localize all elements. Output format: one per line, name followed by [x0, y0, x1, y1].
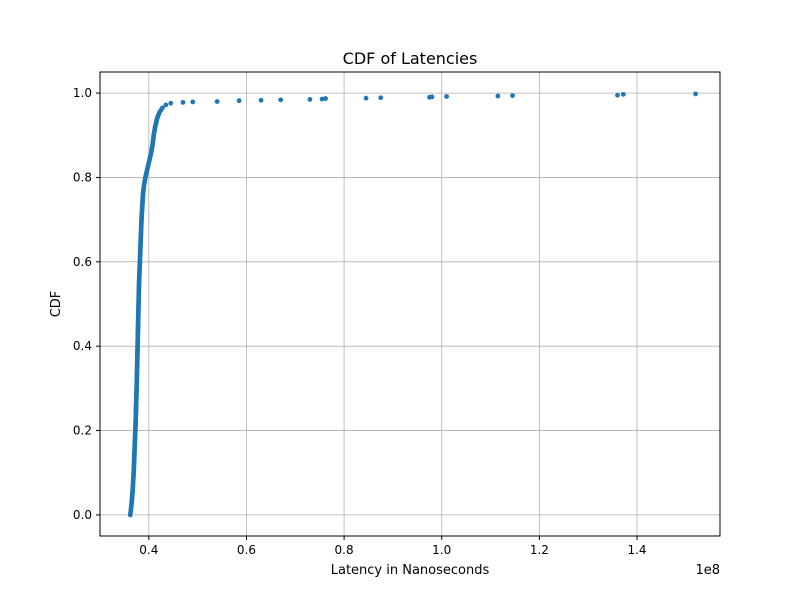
data-point	[363, 95, 369, 101]
data-point	[307, 97, 313, 102]
plot-frame	[99, 71, 721, 537]
y-tick-label: 0.6	[73, 255, 92, 269]
data-point	[620, 91, 626, 97]
y-axis-ticks: 0.0 0.2 0.4 0.6 0.8 1.0	[73, 86, 100, 522]
y-tick-label: 0.0	[73, 508, 92, 522]
y-axis-label: CDF	[49, 291, 64, 318]
x-tick-label: 1.0	[432, 543, 451, 557]
data-point	[190, 99, 196, 105]
x-tick-label: 1.2	[530, 543, 549, 557]
data-point	[168, 100, 174, 106]
data-points	[127, 91, 698, 518]
x-tick-label: 1.4	[627, 543, 646, 557]
data-point	[615, 92, 620, 98]
data-point	[444, 94, 450, 99]
x-axis-ticks: 0.4 0.6 0.8 1.0 1.2 1.4	[139, 536, 647, 557]
grid-lines	[100, 72, 720, 536]
data-point	[378, 95, 384, 101]
data-point	[163, 102, 169, 108]
chart-title: CDF of Latencies	[343, 49, 478, 68]
x-tick-label: 0.6	[237, 543, 256, 557]
x-tick-label: 0.8	[335, 543, 354, 557]
data-point	[495, 93, 501, 99]
data-point	[278, 97, 284, 103]
y-tick-label: 0.8	[73, 170, 92, 184]
data-point	[180, 99, 186, 105]
x-axis-offset-label: 1e8	[695, 563, 720, 578]
data-point	[693, 91, 698, 97]
x-tick-label: 0.4	[139, 543, 158, 557]
y-tick-label: 0.4	[73, 339, 92, 353]
y-tick-label: 0.2	[73, 424, 92, 438]
data-point	[236, 98, 242, 104]
data-point	[323, 96, 328, 101]
data-point	[510, 93, 515, 99]
data-point	[214, 99, 220, 104]
data-point	[160, 105, 165, 111]
data-point	[429, 94, 435, 100]
x-axis-label: Latency in Nanoseconds	[331, 563, 490, 578]
data-point	[258, 97, 264, 103]
y-tick-label: 1.0	[73, 86, 92, 100]
